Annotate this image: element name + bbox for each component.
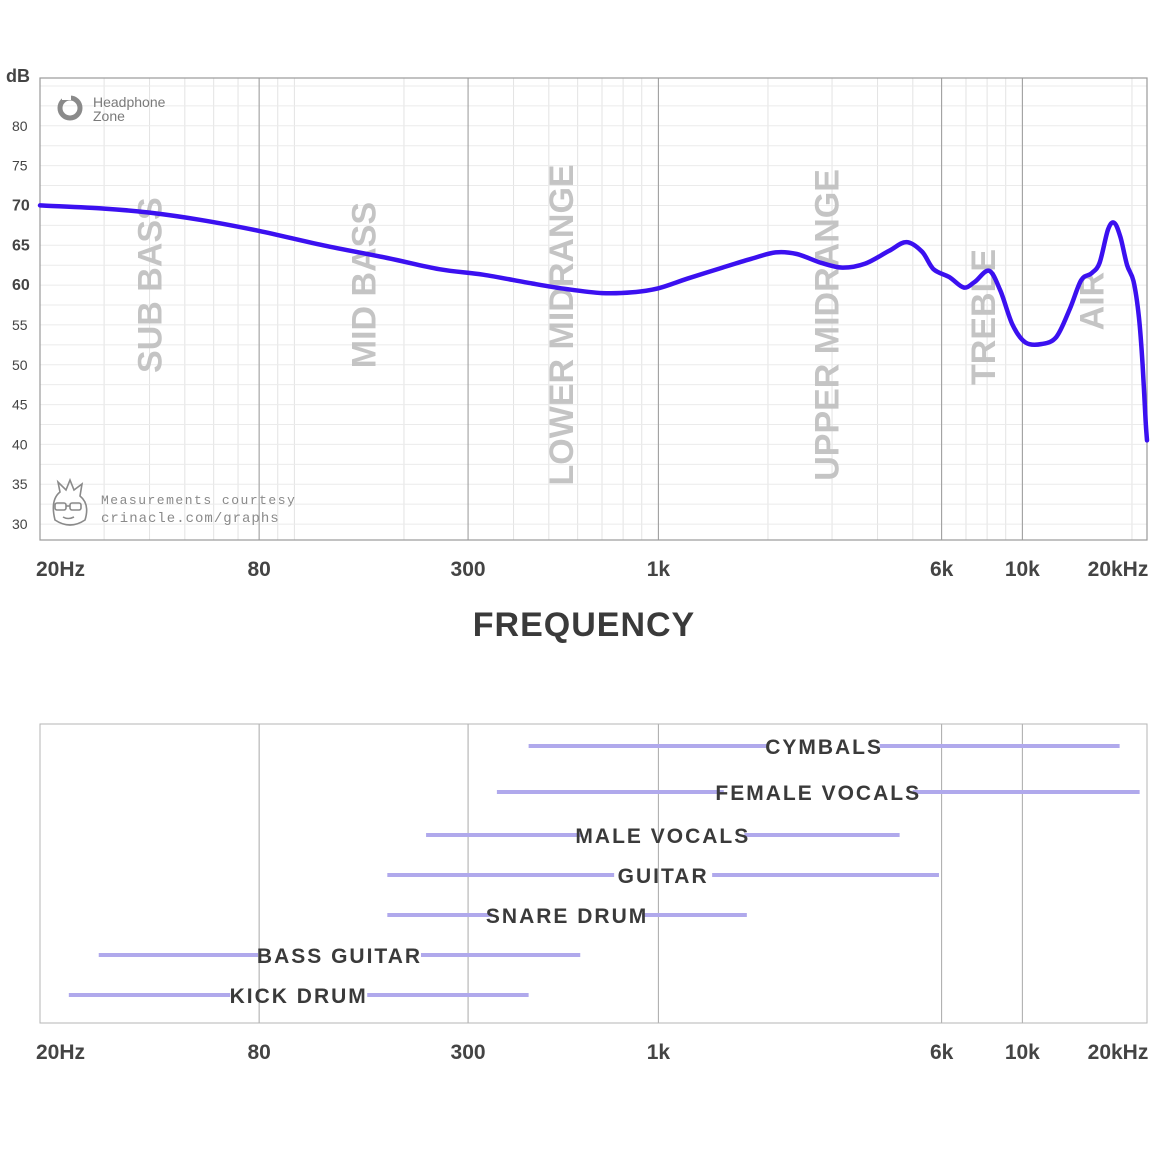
x-tick-label: 80 bbox=[247, 1041, 270, 1064]
x-tick-label: 20kHz bbox=[1088, 1041, 1149, 1064]
headphone-zone-logo-icon bbox=[57, 95, 83, 121]
top-x-axis-tick-labels: 20Hz 80 300 1k 6k 10k 20kHz bbox=[36, 558, 1148, 581]
instrument-range: BASS GUITAR bbox=[98, 945, 581, 968]
band-label: SUB BASS bbox=[132, 197, 170, 373]
headphone-zone-logo-notch bbox=[62, 93, 71, 100]
headphone-zone-logo: Headphone Zone bbox=[57, 93, 166, 124]
mascot-icon bbox=[52, 477, 88, 526]
band-label: MID BASS bbox=[346, 202, 384, 368]
x-tick-label: 10k bbox=[1005, 1041, 1040, 1064]
y-tick-label: 35 bbox=[12, 476, 28, 492]
x-tick-label: 20kHz bbox=[1088, 558, 1149, 581]
top-plot-frame bbox=[39, 77, 1148, 541]
range-label: KICK DRUM bbox=[230, 985, 368, 1008]
range-label: MALE VOCALS bbox=[575, 825, 750, 848]
range-label: CYMBALS bbox=[765, 736, 883, 759]
x-tick-label: 6k bbox=[930, 558, 954, 581]
instrument-range: FEMALE VOCALS bbox=[496, 782, 1140, 805]
x-tick-label: 80 bbox=[247, 558, 270, 581]
range-label: BASS GUITAR bbox=[257, 945, 422, 968]
top-major-gridlines bbox=[258, 78, 1023, 540]
frequency-response-line bbox=[37, 203, 1150, 443]
brand-line-2: Zone bbox=[93, 108, 125, 124]
brand-line-1: Headphone bbox=[93, 94, 166, 110]
band-label: UPPER MIDRANGE bbox=[809, 169, 847, 481]
bottom-x-axis-tick-labels: 20Hz 80 300 1k 6k 10k 20kHz bbox=[36, 1041, 1148, 1064]
y-tick-label: 45 bbox=[12, 397, 28, 413]
y-tick-label: 75 bbox=[12, 158, 28, 174]
bottom-major-gridlines bbox=[258, 724, 1023, 1023]
x-tick-label: 1k bbox=[647, 1041, 671, 1064]
instrument-range: CYMBALS bbox=[528, 736, 1120, 759]
range-label: FEMALE VOCALS bbox=[715, 782, 921, 805]
x-tick-label: 6k bbox=[930, 1041, 954, 1064]
instrument-range: SNARE DRUM bbox=[387, 905, 747, 928]
instrument-range: GUITAR bbox=[387, 865, 939, 888]
instrument-range: MALE VOCALS bbox=[426, 825, 900, 848]
top-horizontal-gridlines bbox=[40, 85, 1147, 525]
x-tick-label: 10k bbox=[1005, 558, 1040, 581]
crinacle-credit: Measurements courtesy crinacle.com/graph… bbox=[52, 477, 296, 527]
y-tick-label: 60 bbox=[12, 277, 30, 294]
instrument-range: KICK DRUM bbox=[68, 985, 529, 1008]
x-tick-label: 20Hz bbox=[36, 558, 85, 581]
y-tick-label: 65 bbox=[12, 237, 30, 254]
y-tick-label: 30 bbox=[12, 516, 28, 532]
credit-line-1: Measurements courtesy bbox=[101, 493, 296, 508]
y-axis-label: dB bbox=[6, 66, 30, 86]
band-label: LOWER MIDRANGE bbox=[543, 164, 581, 485]
x-tick-label: 20Hz bbox=[36, 1041, 85, 1064]
x-tick-label: 300 bbox=[451, 1041, 486, 1064]
y-tick-label: 70 bbox=[12, 197, 30, 214]
range-label: GUITAR bbox=[618, 865, 709, 888]
bottom-plot-frame bbox=[39, 723, 1148, 1024]
x-tick-label: 300 bbox=[451, 558, 486, 581]
band-label: TREBLE bbox=[965, 249, 1003, 385]
credit-line-2: crinacle.com/graphs bbox=[101, 511, 280, 527]
x-tick-label: 1k bbox=[647, 558, 671, 581]
x-axis-title: FREQUENCY bbox=[473, 606, 695, 644]
y-axis-tick-labels: 80 75 70 65 60 55 50 45 40 35 30 bbox=[12, 118, 30, 532]
y-tick-label: 40 bbox=[12, 436, 28, 452]
y-tick-label: 50 bbox=[12, 357, 28, 373]
range-label: SNARE DRUM bbox=[486, 905, 648, 928]
instrument-ranges: CYMBALS FEMALE VOCALS MALE VOCALS GUITAR SNA… bbox=[68, 736, 1140, 1008]
y-tick-label: 55 bbox=[12, 317, 28, 333]
y-tick-label: 80 bbox=[12, 118, 28, 134]
